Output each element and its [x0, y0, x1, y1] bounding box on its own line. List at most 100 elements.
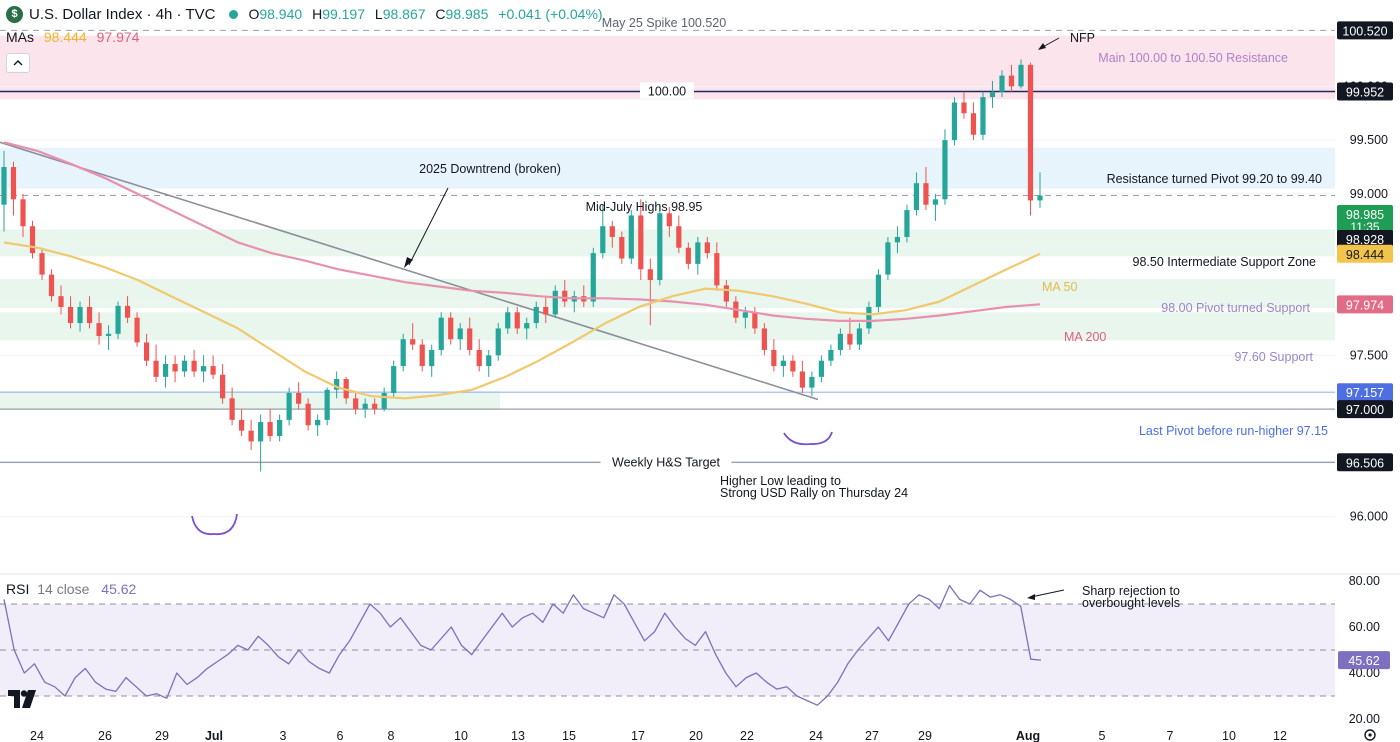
mid-july-label: Mid-July Highs 98.95 — [586, 200, 703, 214]
candle-body — [200, 366, 207, 372]
candle-body — [305, 403, 311, 426]
candle-body — [124, 305, 131, 318]
rsi-badge — [1338, 651, 1390, 670]
candle-body — [353, 398, 359, 410]
price-badge — [1337, 82, 1393, 101]
tradingview-logo-icon[interactable] — [8, 690, 40, 708]
zone-1 — [0, 147, 1335, 189]
price-badge — [1337, 21, 1393, 40]
candle-body — [742, 312, 748, 318]
candle-body — [913, 183, 920, 211]
candle-body — [191, 360, 197, 372]
time-tick: 8 — [388, 729, 395, 742]
candle-body — [296, 392, 302, 404]
price-badge — [1337, 400, 1393, 419]
candle-body — [847, 333, 853, 345]
candle-body — [48, 274, 55, 297]
candle-body — [39, 253, 45, 275]
ma50-value: 98.444 — [43, 29, 87, 45]
zone-5 — [0, 390, 500, 410]
zone-3 — [0, 278, 1335, 308]
candle-body — [162, 363, 169, 377]
time-tick: 29 — [918, 729, 932, 742]
price-badge-text: 99.952 — [1346, 86, 1384, 100]
rsi-note-arrowhead — [1027, 594, 1035, 600]
candle-body — [904, 210, 910, 237]
price-badge-text: 98.985 — [1346, 208, 1384, 222]
time-tick: 10 — [454, 729, 468, 742]
candle-body — [286, 392, 292, 420]
candle-body — [315, 419, 321, 426]
candle-body — [524, 323, 530, 329]
rsi-note-2: overbought levels — [1082, 596, 1180, 610]
ma200-line — [3, 141, 1041, 322]
settings-gear-icon — [1364, 729, 1376, 741]
candle-body — [780, 360, 786, 367]
candle-body — [372, 403, 378, 410]
price-badge-text: 96.506 — [1346, 456, 1384, 470]
candle-body — [856, 328, 863, 345]
zone-4 — [0, 312, 1335, 341]
candle-body — [999, 75, 1005, 92]
downtrend-label: 2025 Downtrend (broken) — [419, 162, 561, 176]
candle-body — [181, 360, 188, 372]
candle-body — [239, 419, 245, 431]
time-tick: 24 — [809, 729, 823, 742]
time-tick: 24 — [30, 729, 44, 742]
candle-body — [67, 306, 74, 324]
downtrend-arrowhead — [404, 257, 413, 268]
collapse-legend-button[interactable] — [6, 53, 30, 73]
nfp-label: NFP — [1070, 31, 1095, 45]
ma50-tag: MA 50 — [1042, 280, 1077, 294]
spike-label: May 25 Spike 100.520 — [602, 16, 726, 30]
zone-label-intermediate: 98.50 Intermediate Support Zone — [1133, 255, 1317, 269]
rsi-tick: 20.00 — [1349, 712, 1380, 726]
candle-body — [105, 333, 112, 336]
rsi-tick: 80.00 — [1349, 574, 1380, 588]
ma200-value: 97.974 — [96, 29, 140, 45]
candle-body — [562, 290, 568, 302]
rsi-line — [3, 584, 1042, 706]
price-badge-text: 97.000 — [1346, 403, 1384, 417]
candle-body — [1027, 64, 1034, 201]
candle-body — [1, 167, 7, 205]
time-tick: 12 — [1273, 729, 1287, 742]
candle-body — [970, 113, 977, 135]
candle-body — [381, 392, 387, 410]
time-tick: 26 — [98, 729, 112, 742]
ma50-line — [3, 241, 1041, 400]
candle-body — [533, 306, 539, 324]
rsi-badge-text: 45.62 — [1348, 654, 1379, 668]
candle-body — [429, 349, 435, 367]
price-badge-text: 98.928 — [1346, 233, 1384, 247]
candle-body — [324, 389, 330, 420]
time-tick: Aug — [1016, 729, 1040, 742]
candle-body — [875, 274, 882, 307]
level-100-label-bg — [640, 82, 694, 99]
rsi-legend[interactable]: RSI 14 close 45.62 — [6, 581, 136, 597]
candle-body — [486, 355, 492, 367]
ma-legend[interactable]: MAs 98.444 97.974 — [6, 29, 139, 45]
candle-body — [448, 317, 454, 340]
candle-body — [20, 199, 26, 227]
candle-body — [837, 333, 844, 350]
candle-body — [410, 339, 416, 345]
candle-body — [267, 422, 273, 437]
candle-body — [505, 312, 511, 329]
candle-body — [467, 328, 473, 350]
time-tick: 29 — [155, 729, 169, 742]
candle-body — [894, 236, 901, 243]
downtrend-line — [0, 141, 819, 401]
candle-body — [828, 349, 834, 361]
symbol-title[interactable]: U.S. Dollar Index · 4h · TVC — [29, 5, 216, 23]
zone-label-pivot: Resistance turned Pivot 99.20 to 99.40 — [1107, 172, 1322, 186]
candle-body — [932, 199, 939, 205]
rsi-label: RSI — [6, 581, 30, 597]
candle-body — [10, 167, 17, 200]
price-badge — [1337, 383, 1393, 402]
higher-low-label-2: Strong USD Rally on Thursday 24 — [720, 486, 908, 500]
candle-body — [277, 419, 283, 437]
low-bracket-2 — [783, 431, 833, 446]
price-tick: 97.500 — [1350, 348, 1388, 362]
